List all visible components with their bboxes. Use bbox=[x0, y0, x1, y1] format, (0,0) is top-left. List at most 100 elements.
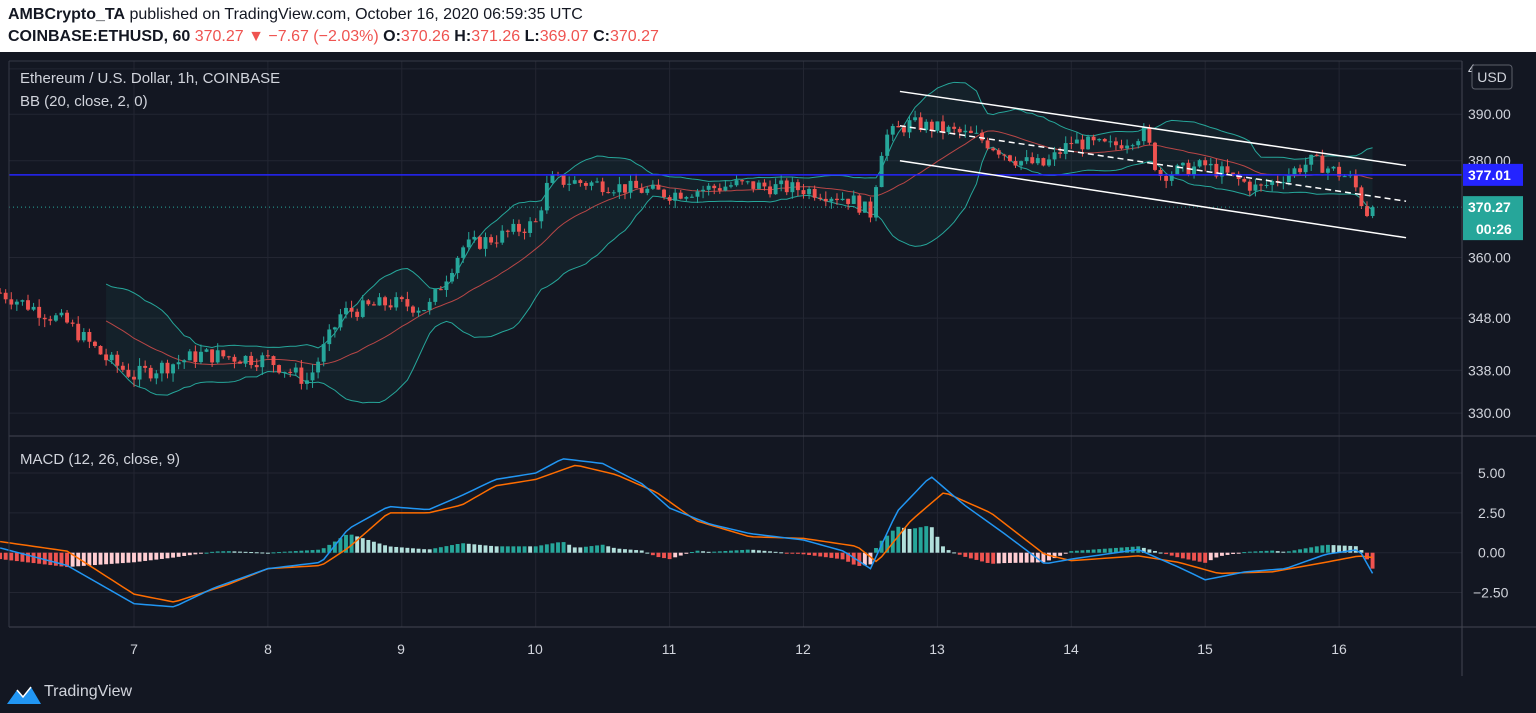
candle-body bbox=[1175, 165, 1180, 175]
macd-histogram-bar bbox=[120, 552, 125, 564]
macd-histogram-bar bbox=[461, 543, 466, 553]
macd-histogram-bar bbox=[505, 546, 510, 553]
macd-histogram-bar bbox=[349, 534, 354, 553]
candle-body bbox=[1365, 206, 1369, 217]
macd-histogram-bar bbox=[634, 550, 639, 553]
macd-histogram-bar bbox=[784, 552, 789, 554]
macd-histogram-bar bbox=[1208, 552, 1213, 561]
time-axis[interactable]: 7 8 9 10 11 12 13 14 15 16 bbox=[130, 641, 1347, 657]
candle-body bbox=[137, 365, 142, 380]
candle-body bbox=[695, 191, 700, 197]
candle-body bbox=[489, 237, 494, 243]
macd-histogram-bar bbox=[187, 552, 192, 556]
macd-histogram-bar bbox=[438, 547, 443, 553]
macd-histogram-bar bbox=[210, 551, 215, 553]
chart-area[interactable]: 400.00 390.00 380.00 360.00 348.00 338.0… bbox=[0, 52, 1536, 676]
macd-histogram-bar bbox=[1281, 551, 1286, 553]
candle-body bbox=[288, 371, 293, 373]
macd-histogram-bar bbox=[678, 552, 683, 556]
candle-body bbox=[885, 134, 890, 156]
candle-body bbox=[656, 184, 661, 190]
candle-body bbox=[1242, 179, 1247, 182]
macd-histogram-bar bbox=[795, 552, 800, 554]
candle-body bbox=[65, 312, 70, 323]
time-tick: 15 bbox=[1197, 641, 1213, 657]
macd-histogram-bar bbox=[583, 546, 588, 553]
candle-body bbox=[829, 198, 834, 202]
candle-body bbox=[371, 304, 376, 306]
candle-body bbox=[768, 186, 772, 195]
macd-histogram-bar bbox=[477, 544, 482, 553]
candle-body bbox=[522, 231, 527, 233]
macd-histogram-bar bbox=[355, 536, 360, 553]
candle-body bbox=[628, 180, 633, 193]
macd-histogram-bar bbox=[572, 547, 577, 553]
candle-body bbox=[438, 289, 443, 291]
candle-body bbox=[477, 236, 482, 249]
bb-indicator-label[interactable]: BB (20, close, 2, 0) bbox=[20, 93, 148, 110]
candle-body bbox=[879, 155, 884, 188]
macd-histogram-bar bbox=[154, 552, 159, 560]
chart-svg[interactable]: 400.00 390.00 380.00 360.00 348.00 338.0… bbox=[0, 52, 1536, 676]
macd-histogram-bar bbox=[941, 546, 945, 553]
candle-body bbox=[645, 188, 650, 193]
macd-histogram-bar bbox=[489, 545, 494, 553]
candle-body bbox=[1169, 174, 1174, 181]
candle-body bbox=[1125, 145, 1130, 149]
macd-histogram-bar bbox=[1007, 552, 1012, 563]
macd-histogram-bar bbox=[1063, 552, 1068, 554]
publish-line: AMBCrypto_TA published on TradingView.co… bbox=[8, 6, 583, 24]
macd-histogram-bar bbox=[801, 552, 806, 555]
candle-body bbox=[996, 150, 1001, 155]
time-tick: 10 bbox=[527, 641, 543, 657]
tradingview-logo-icon[interactable] bbox=[6, 684, 42, 706]
tradingview-brand[interactable]: TradingView bbox=[44, 683, 133, 700]
candle-body bbox=[890, 126, 895, 135]
macd-histogram-bar bbox=[232, 551, 237, 553]
horizontal-line-price: 377.01 bbox=[1468, 167, 1511, 183]
macd-histogram-bar bbox=[913, 528, 918, 553]
macd-histogram-bar bbox=[517, 546, 521, 553]
time-tick: 9 bbox=[397, 641, 405, 657]
macd-histogram-bar bbox=[712, 551, 717, 553]
macd-histogram-bar bbox=[1030, 552, 1035, 563]
macd-histogram-bar bbox=[115, 552, 120, 564]
macd-histogram-bar bbox=[288, 551, 293, 553]
down-arrow-icon: ▼ bbox=[243, 28, 269, 45]
time-tick: 8 bbox=[264, 641, 272, 657]
candle-body bbox=[1359, 187, 1364, 207]
candle-body bbox=[790, 182, 795, 193]
candle-body bbox=[120, 365, 125, 370]
currency-button-label[interactable]: USD bbox=[1477, 69, 1507, 85]
candle-body bbox=[907, 120, 912, 133]
candle-body bbox=[1024, 157, 1029, 162]
candle-body bbox=[1052, 152, 1057, 160]
candle-body bbox=[539, 210, 544, 222]
candle-body bbox=[1264, 184, 1269, 186]
candle-body bbox=[171, 364, 176, 374]
candle-body bbox=[1320, 155, 1325, 173]
macd-axis[interactable]: 5.00 2.50 0.00 −2.50 bbox=[1473, 465, 1509, 600]
channel-lines[interactable] bbox=[9, 90, 1462, 239]
macd-histogram-bar bbox=[243, 551, 248, 553]
candle-body bbox=[182, 360, 187, 363]
macd-histogram-bar bbox=[1058, 552, 1063, 556]
publisher-name[interactable]: AMBCrypto_TA bbox=[8, 6, 126, 23]
macd-histogram-bar bbox=[265, 552, 270, 554]
bar-countdown: 00:26 bbox=[1476, 221, 1512, 237]
candle-body bbox=[935, 121, 940, 131]
currency-button[interactable] bbox=[1471, 64, 1513, 90]
candle-body bbox=[1259, 184, 1263, 186]
symbol-line: COINBASE:ETHUSD, 60 370.27 ▼ −7.67 (−2.0… bbox=[8, 28, 659, 46]
candle-body bbox=[204, 349, 209, 352]
candle-body bbox=[756, 182, 761, 189]
candle-body bbox=[321, 344, 326, 362]
macd-histogram-bar bbox=[137, 552, 142, 562]
candle-body bbox=[310, 372, 315, 381]
macd-indicator-label[interactable]: MACD (12, 26, close, 9) bbox=[20, 451, 180, 468]
candle-body bbox=[578, 180, 583, 183]
macd-histogram-bar bbox=[768, 551, 772, 553]
candle-body bbox=[968, 130, 973, 134]
price-axis[interactable]: 400.00 390.00 380.00 360.00 348.00 338.0… bbox=[1468, 61, 1511, 421]
candle-body bbox=[874, 187, 878, 218]
